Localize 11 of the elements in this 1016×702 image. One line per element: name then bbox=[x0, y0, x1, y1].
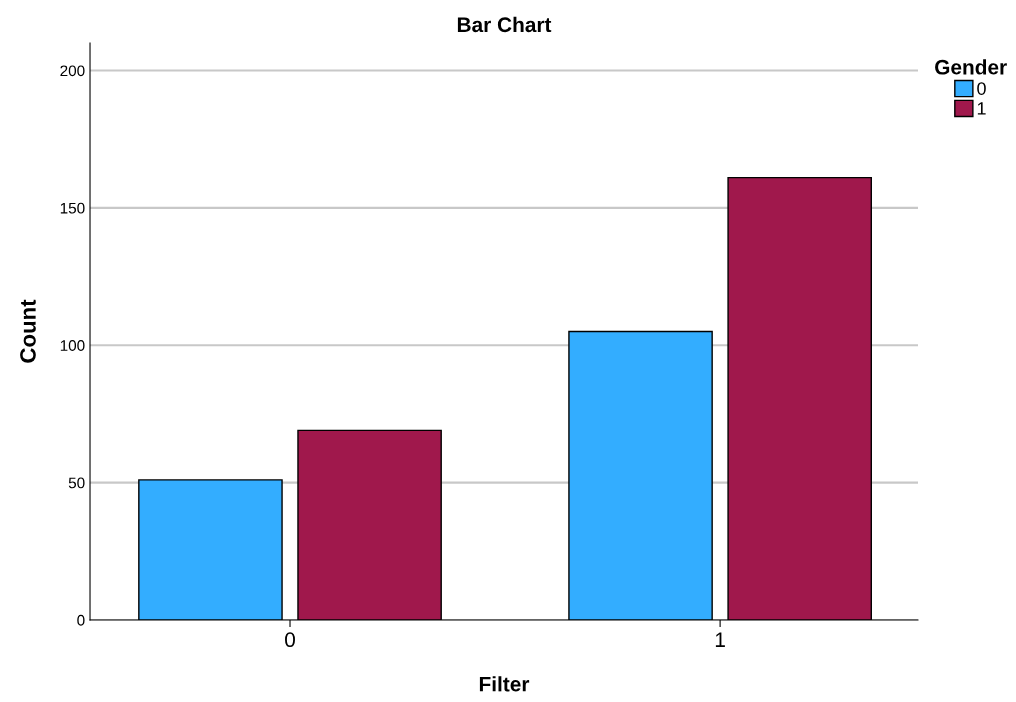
legend-label: 1 bbox=[977, 102, 986, 115]
legend-label: 0 bbox=[977, 82, 986, 95]
y-tick-label: 150 bbox=[60, 202, 85, 214]
legend-title: Gender bbox=[935, 59, 1007, 75]
chart-title: Bar Chart bbox=[457, 16, 552, 33]
y-axis-title: Count bbox=[20, 299, 36, 363]
y-tick-label: 50 bbox=[68, 477, 85, 489]
y-tick-label: 100 bbox=[60, 340, 85, 351]
x-axis-title: Filter bbox=[479, 676, 530, 692]
y-tick-label: 200 bbox=[60, 65, 85, 77]
y-tick-label: 0 bbox=[77, 614, 85, 626]
